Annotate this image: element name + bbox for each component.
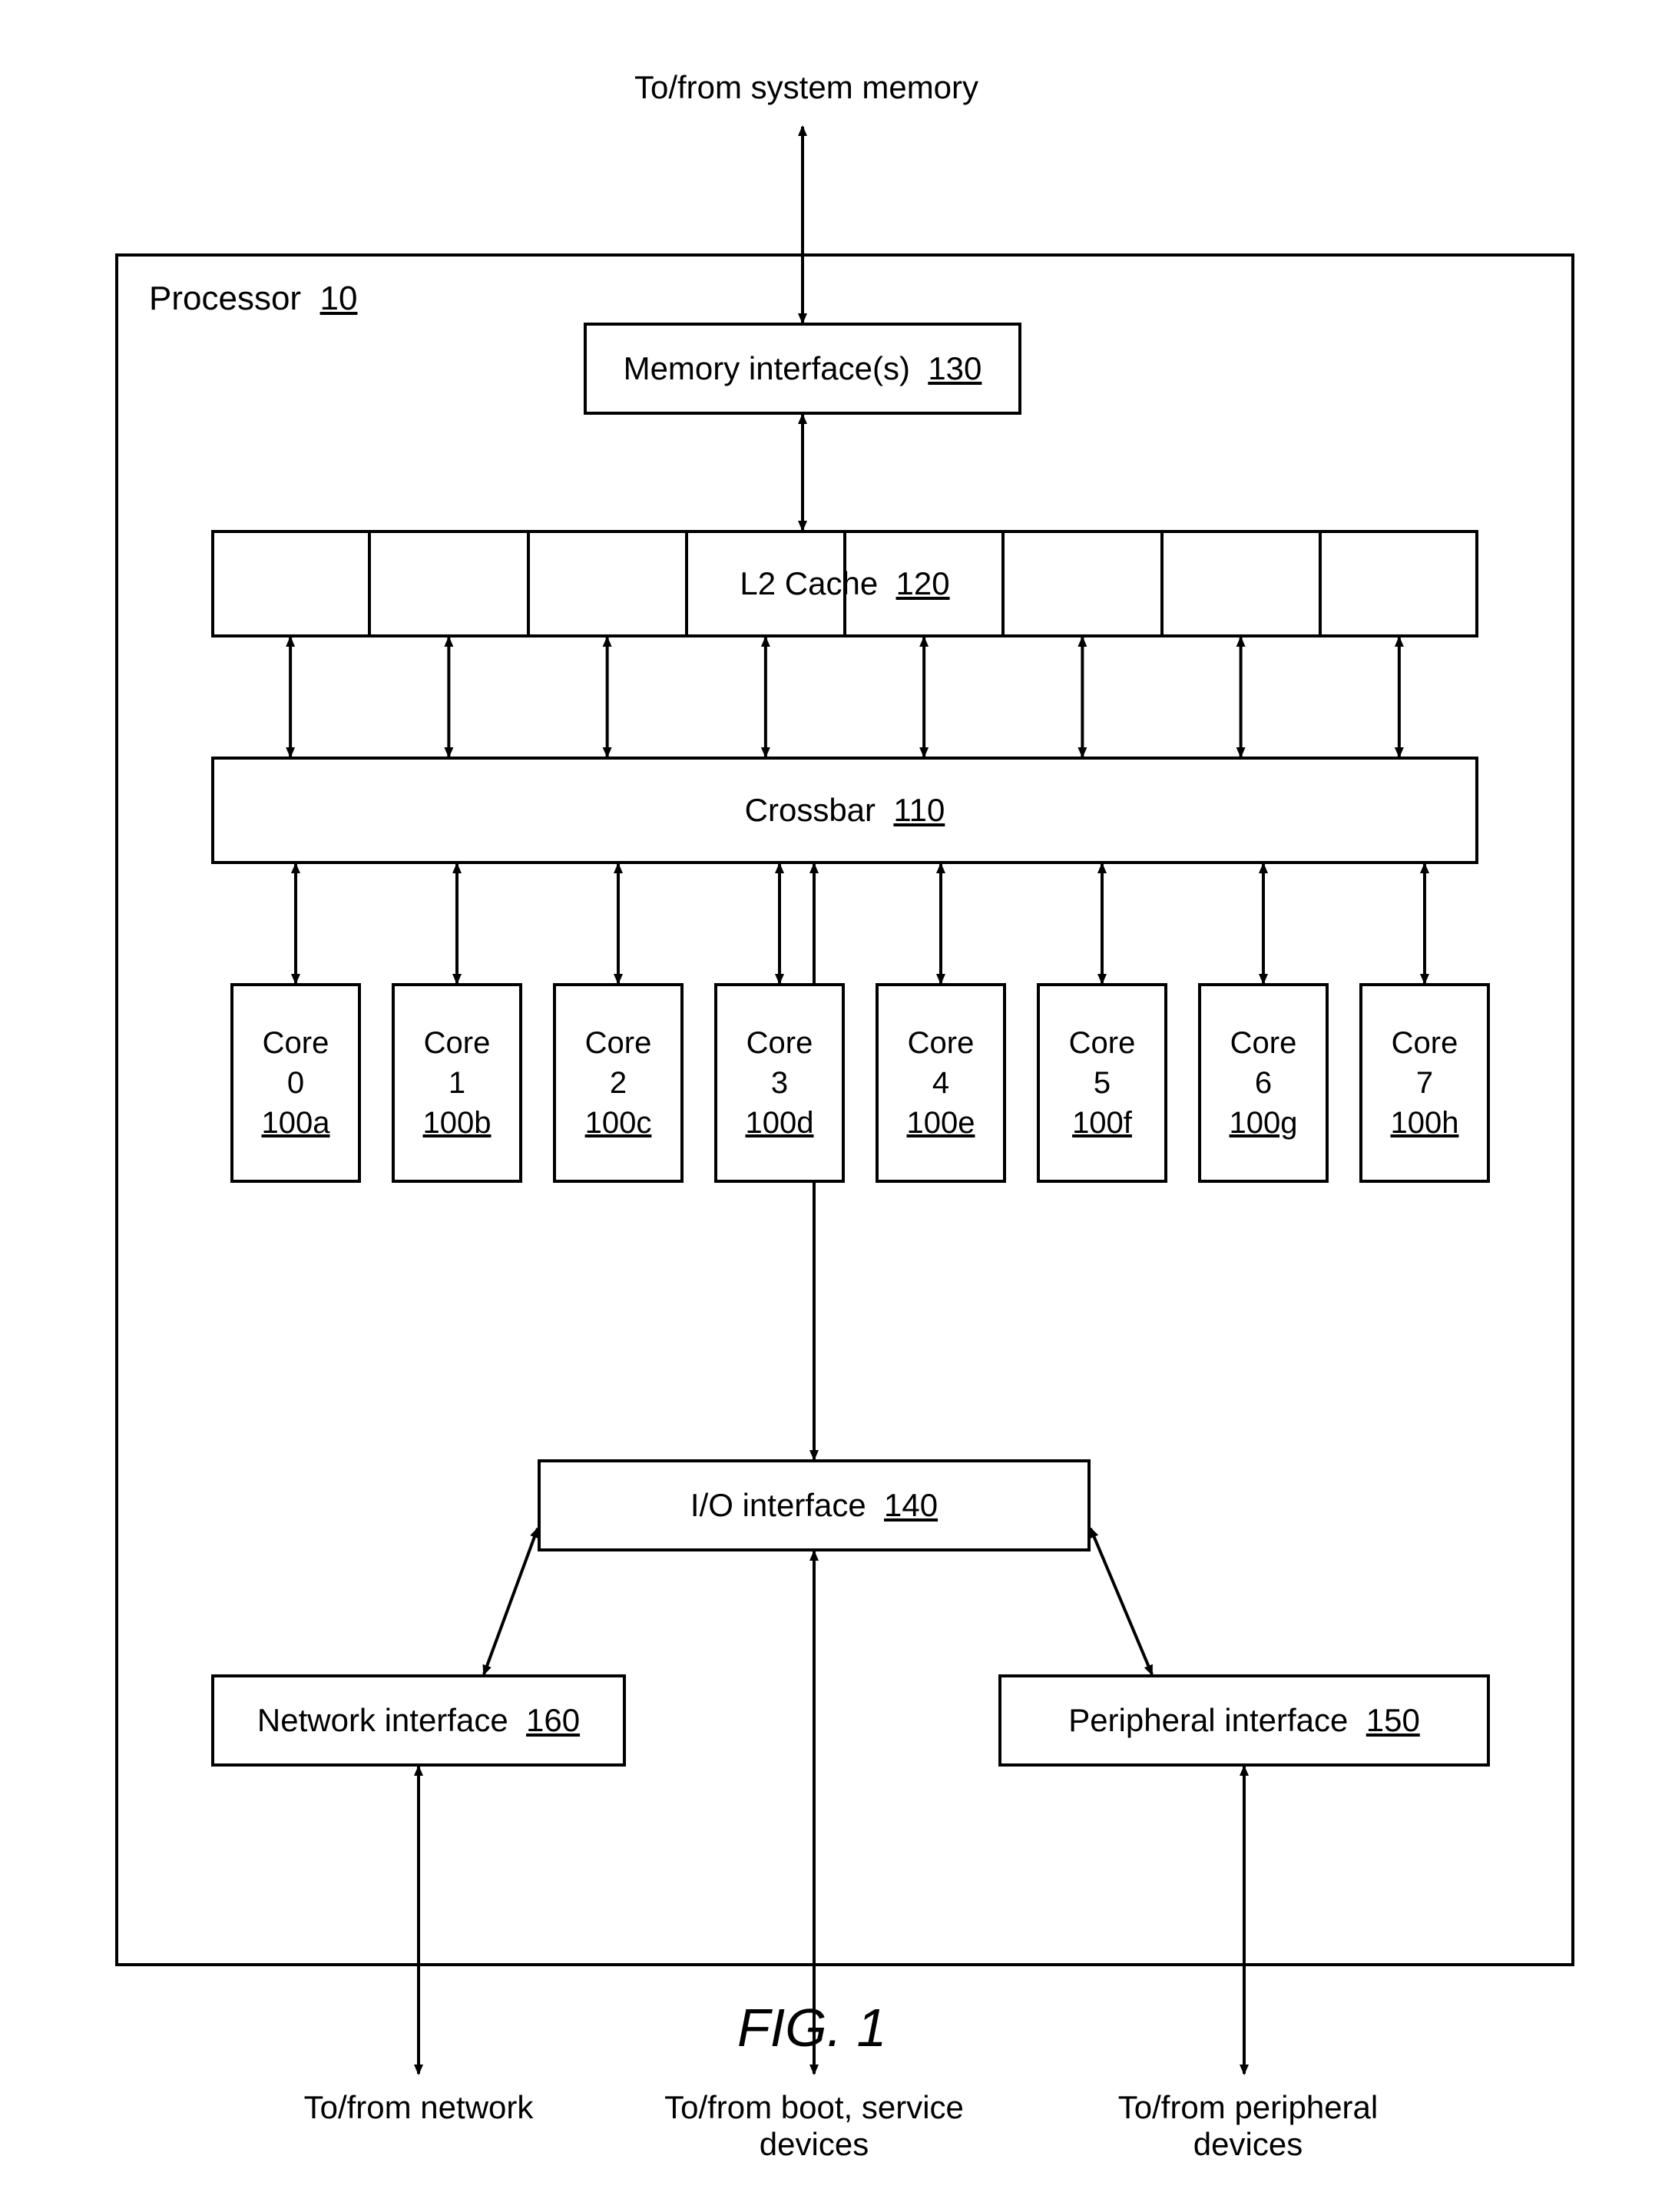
xbar-core-arrow-7 (0, 0, 1675, 2212)
